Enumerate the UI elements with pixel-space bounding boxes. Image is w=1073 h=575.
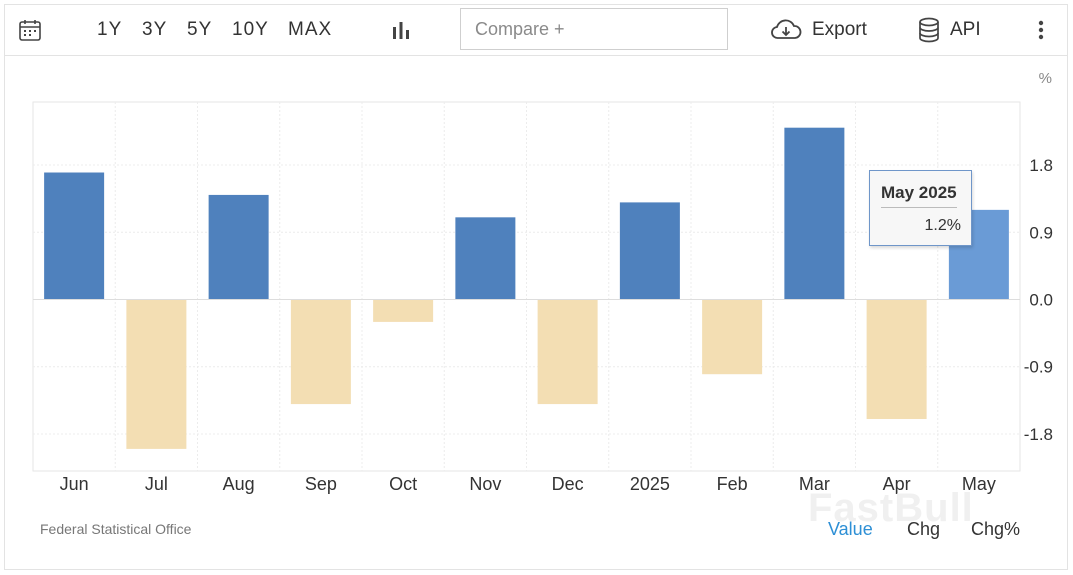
x-tick-label: Dec xyxy=(552,474,584,494)
range-10y-button[interactable]: 10Y xyxy=(232,19,269,40)
x-tick-label: 2025 xyxy=(630,474,670,494)
export-button[interactable]: Export xyxy=(770,4,867,56)
y-tick-label: -1.8 xyxy=(1024,425,1053,444)
y-tick-label: 0.9 xyxy=(1029,223,1053,242)
bar-feb[interactable] xyxy=(702,299,763,375)
range-3y-button[interactable]: 3Y xyxy=(142,19,168,40)
x-tick-label: Jul xyxy=(145,474,168,494)
compare-field[interactable] xyxy=(460,8,728,50)
range-1y-button[interactable]: 1Y xyxy=(97,19,123,40)
bar-2025[interactable] xyxy=(619,202,680,300)
range-5y-button[interactable]: 5Y xyxy=(187,19,213,40)
x-tick-label: Jun xyxy=(60,474,89,494)
x-tick-label: Mar xyxy=(799,474,830,494)
range-max-button[interactable]: MAX xyxy=(288,19,333,40)
watermark: FastBull xyxy=(808,486,974,530)
bar-nov[interactable] xyxy=(455,217,516,300)
calendar-icon[interactable] xyxy=(18,4,42,56)
bar-mar[interactable] xyxy=(784,127,845,300)
database-icon xyxy=(918,17,940,43)
more-menu-icon[interactable] xyxy=(1038,4,1044,56)
api-button[interactable]: API xyxy=(918,4,981,56)
tooltip-title: May 2025 xyxy=(881,183,957,208)
mode-chg-pct-button[interactable]: Chg% xyxy=(971,519,1021,539)
unit-label: % xyxy=(1039,70,1052,87)
api-label: API xyxy=(950,19,981,40)
bar-sep[interactable] xyxy=(290,299,351,405)
export-label: Export xyxy=(812,19,867,40)
x-tick-label: May xyxy=(962,474,996,494)
x-tick-label: Feb xyxy=(717,474,748,494)
bar-jul[interactable] xyxy=(126,299,187,449)
bar-apr[interactable] xyxy=(866,299,927,420)
x-tick-label: Apr xyxy=(883,474,911,494)
mode-value-button[interactable]: Value xyxy=(828,519,873,539)
bar-jun[interactable] xyxy=(44,172,105,300)
bar-aug[interactable] xyxy=(208,194,269,300)
x-tick-label: Oct xyxy=(389,474,417,494)
mode-chg-button[interactable]: Chg xyxy=(907,519,941,539)
toolbar: 1Y 3Y 5Y 10Y MAX Export xyxy=(4,4,1068,56)
cloud-download-icon xyxy=(770,18,802,42)
bar-chart: % 1.8 0.9 0.0 -0.9 -1.8 Jun Jul Aug Sep Oct Nov De… xyxy=(32,70,1053,494)
y-tick-label: -0.9 xyxy=(1024,358,1053,377)
source-label: Federal Statistical Office xyxy=(40,521,192,537)
chart-frame xyxy=(4,4,1068,570)
y-tick-label: 0.0 xyxy=(1029,291,1053,310)
tooltip: May 2025 1.2% xyxy=(869,170,972,246)
bar-oct[interactable] xyxy=(373,299,434,322)
x-tick-label: Sep xyxy=(305,474,337,494)
x-tick-label: Aug xyxy=(223,474,255,494)
x-tick-label: Nov xyxy=(469,474,501,494)
chart-type-icon[interactable] xyxy=(390,4,412,56)
bar-dec[interactable] xyxy=(537,299,598,405)
y-tick-label: 1.8 xyxy=(1029,156,1053,175)
compare-input[interactable] xyxy=(473,17,717,41)
tooltip-value: 1.2% xyxy=(924,217,961,234)
